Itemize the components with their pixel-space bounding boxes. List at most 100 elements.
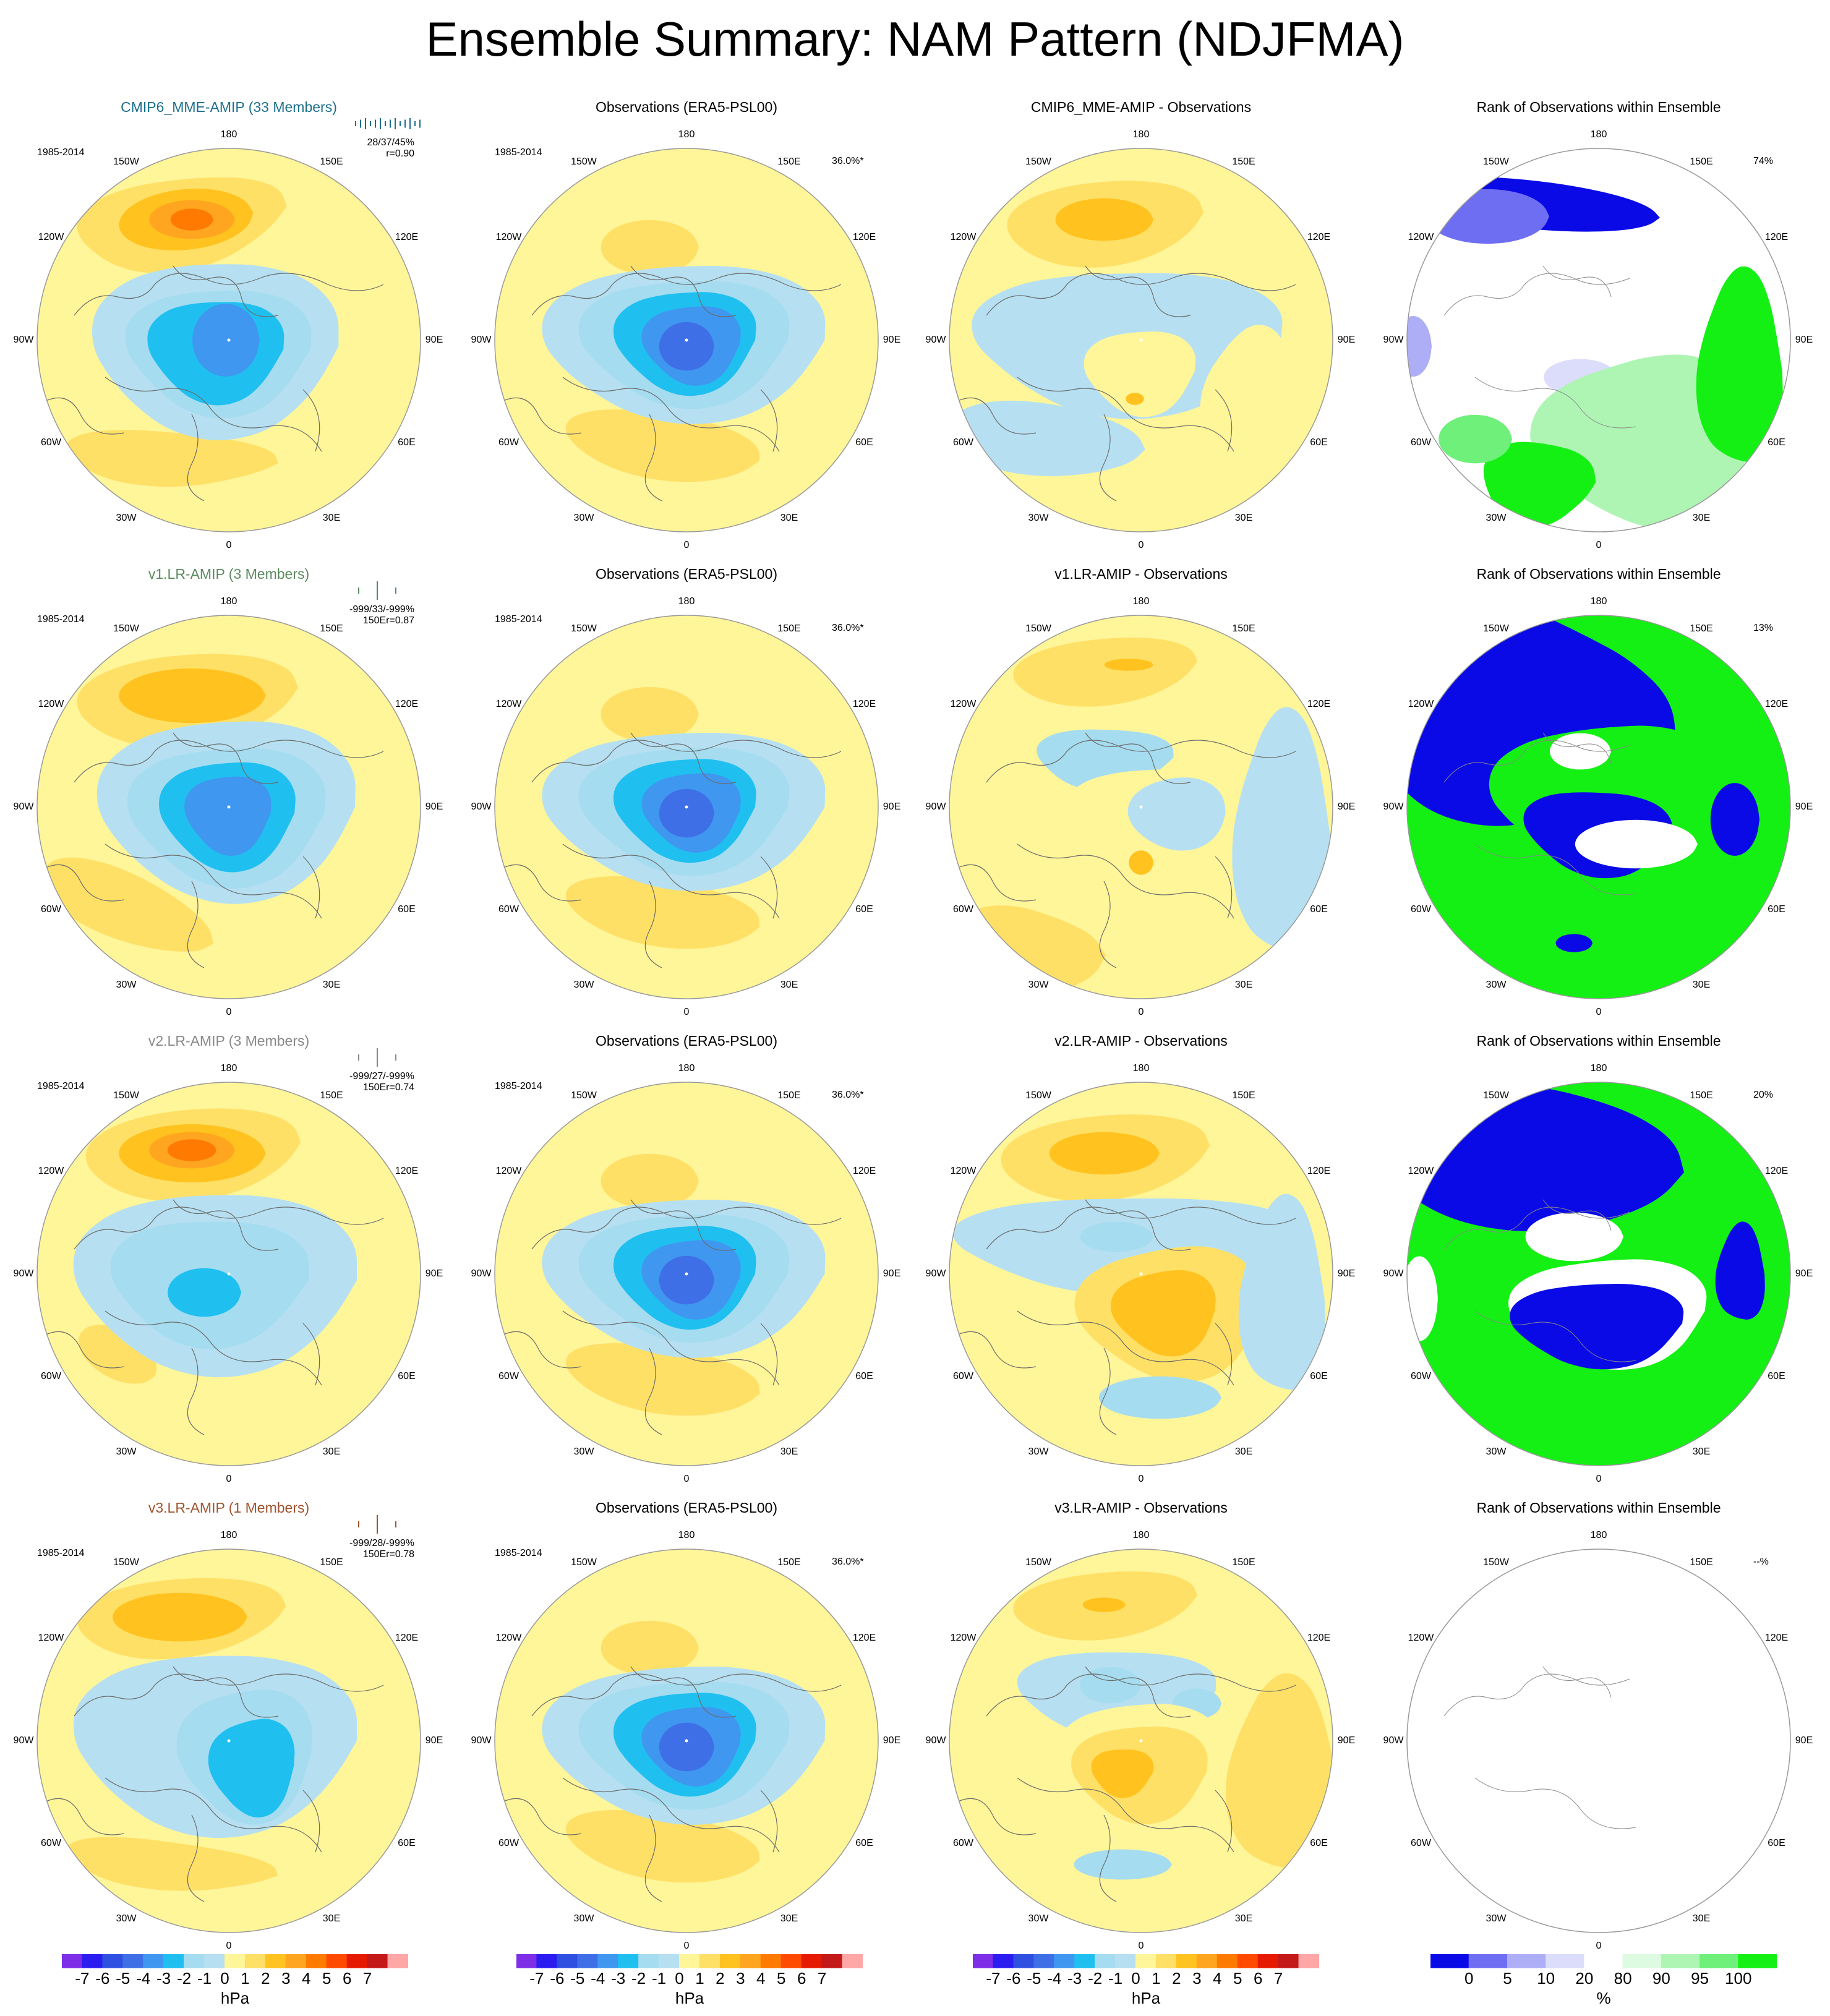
rank-fill: [1710, 783, 1759, 856]
longitude-label: 150E: [320, 1090, 343, 1101]
colorbar-tick-label: 1: [241, 1969, 250, 1988]
coastline: [187, 1348, 205, 1435]
coastline: [531, 1207, 842, 1250]
longitude-label: 90E: [425, 801, 443, 812]
coastline: [173, 1666, 279, 1718]
colorbar-tick-label: 80: [1614, 1969, 1632, 1988]
longitude-label: 30W: [573, 1446, 594, 1457]
contour-fill: [1225, 1673, 1333, 1869]
stats-line-1: 28/37/45%: [367, 137, 414, 148]
colorbar-swatch: [346, 1954, 368, 1968]
period-label: 1985-2014: [495, 1548, 542, 1558]
obs-percent: 36.0%*: [832, 623, 864, 633]
contour-fill: [659, 322, 714, 371]
contour-fill: [1084, 331, 1196, 417]
longitude-label: 120W: [38, 1166, 64, 1176]
longitude-label: 60E: [855, 904, 873, 915]
stats-line-2: 150Er=0.74: [362, 1082, 414, 1093]
longitude-label: 180: [220, 596, 237, 607]
longitude-label: 30W: [116, 512, 137, 523]
longitude-label: 90E: [1337, 1735, 1356, 1746]
colorbar-tick-label: 4: [302, 1969, 311, 1988]
colorbar-swatch: [557, 1954, 578, 1968]
contour-fill: [113, 1592, 247, 1642]
longitude-label: 120E: [852, 699, 876, 709]
pole-marker: [227, 338, 231, 342]
longitude-label: 60W: [953, 1838, 973, 1848]
coastline: [1474, 844, 1636, 895]
colorbar-tick-label: -5: [570, 1969, 585, 1988]
panel-title: v1.LR-AMIP (3 Members): [148, 566, 310, 582]
colorbar-swatch: [1622, 1954, 1662, 1968]
colorbar-swatch: [1278, 1954, 1299, 1968]
colorbar-tick-label: 10: [1537, 1969, 1555, 1988]
longitude-label: 30E: [322, 1446, 341, 1457]
contour-fill: [1013, 638, 1198, 707]
coastline: [644, 881, 662, 968]
colorbar-tick-label: 3: [1192, 1969, 1202, 1988]
colorbar-tick-label: 3: [736, 1969, 745, 1988]
longitude-label: 180: [1132, 129, 1150, 140]
longitude-label: 90W: [1383, 335, 1404, 345]
difference-panel: v2.LR-AMIP - Observations 180 150W 150E 120W…: [925, 1033, 1358, 1490]
longitude-label: 90W: [471, 801, 492, 812]
longitude-label: 60W: [498, 1838, 519, 1848]
rank-panel: Rank of Observations within Ensemble 180 1…: [1382, 99, 1815, 557]
contour-fill: [565, 409, 760, 482]
panel-title: Observations (ERA5-PSL00): [595, 1033, 777, 1049]
colorbar-swatch: [699, 1954, 720, 1968]
longitude-label: 30E: [1234, 979, 1253, 990]
longitude-label: 150W: [571, 156, 597, 168]
longitude-label: 120W: [1408, 1633, 1434, 1643]
panel-title: v3.LR-AMIP (1 Members): [148, 1500, 310, 1516]
rank-percent: 74%: [1753, 156, 1774, 166]
longitude-label: 150W: [1025, 156, 1051, 168]
colorbar-swatch: [326, 1954, 348, 1968]
longitude-label: 150W: [113, 156, 139, 168]
colorbar-tick-label: 90: [1652, 1969, 1670, 1988]
colorbar-tick-label: -4: [1047, 1969, 1062, 1988]
colorbar-swatch: [801, 1954, 823, 1968]
coastline: [500, 864, 582, 902]
longitude-label: 60E: [398, 1371, 416, 1382]
colorbar-swatch: [618, 1954, 639, 1968]
coastline: [562, 844, 780, 919]
longitude-label: 180: [1132, 1530, 1150, 1540]
coastline: [986, 273, 1296, 316]
longitude-label: 90W: [471, 1268, 492, 1279]
coastline: [105, 1310, 322, 1386]
longitude-label: 120E: [1307, 699, 1331, 709]
longitude-label: 120W: [38, 232, 64, 242]
colorbar-tick-label: -3: [156, 1969, 171, 1988]
stats-line-1: -999/33/-999%: [349, 604, 414, 615]
pole-marker: [227, 1739, 231, 1743]
colorbar-swatch: [1115, 1954, 1137, 1968]
colorbar-tick-label: 5: [1233, 1969, 1242, 1988]
coastline: [531, 1673, 842, 1717]
colorbar-swatch: [1074, 1954, 1096, 1968]
map-boundary: [1406, 148, 1791, 532]
colorbar-tick-label: 6: [797, 1969, 806, 1988]
period-label: 1985-2014: [495, 147, 542, 158]
pole-marker: [227, 1272, 231, 1276]
longitude-label: 0: [1138, 1474, 1144, 1484]
longitude-label: 30W: [1486, 1913, 1507, 1924]
longitude-label: 120E: [852, 1633, 876, 1643]
colorbar-tick-label: 1: [1152, 1969, 1161, 1988]
coastline: [1542, 1666, 1612, 1698]
longitude-label: 90W: [1383, 1735, 1404, 1746]
colorbar-tick-label: -5: [1027, 1969, 1041, 1988]
obs-percent: 36.0%*: [832, 156, 864, 166]
colorbar-tick-label: -4: [591, 1969, 605, 1988]
longitude-label: 180: [1590, 1063, 1607, 1074]
colorbar-swatch: [1298, 1954, 1319, 1968]
hpa-colorbar: -7 -6 -5 -4 -3 -2 -1 0 1 2 3 4 5 6 7 hPa: [62, 1954, 408, 2016]
longitude-label: 90W: [925, 1735, 946, 1746]
colorbar-tick-label: 0: [220, 1969, 229, 1988]
rank-fill: [1598, 1740, 1599, 1741]
colorbar-tick-label: 5: [777, 1969, 786, 1988]
model-pattern-panel: CMIP6_MME-AMIP (33 Members) 180 150W 150E 12…: [12, 99, 445, 557]
longitude-label: 120W: [495, 699, 522, 709]
colorbar-swatch: [842, 1954, 863, 1968]
longitude-label: 150E: [1690, 1090, 1713, 1101]
